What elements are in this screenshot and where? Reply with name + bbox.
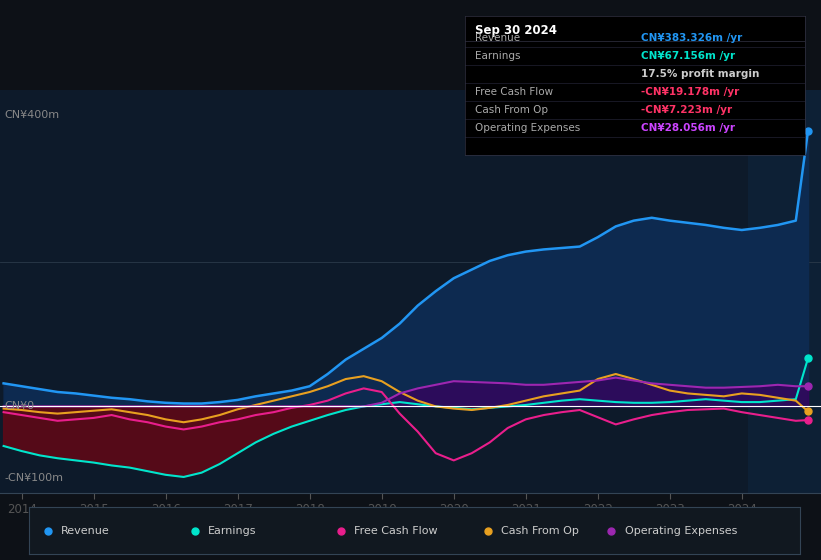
Text: Cash From Op: Cash From Op — [475, 105, 548, 115]
Text: Earnings: Earnings — [208, 526, 256, 535]
Text: Operating Expenses: Operating Expenses — [475, 123, 580, 133]
Bar — [748, 90, 821, 493]
Text: Operating Expenses: Operating Expenses — [625, 526, 737, 535]
Text: CN¥383.326m /yr: CN¥383.326m /yr — [641, 32, 743, 43]
Text: -CN¥100m: -CN¥100m — [4, 473, 63, 483]
Text: -CN¥19.178m /yr: -CN¥19.178m /yr — [641, 87, 740, 97]
Text: Earnings: Earnings — [475, 50, 521, 60]
Text: CN¥67.156m /yr: CN¥67.156m /yr — [641, 50, 736, 60]
Text: Free Cash Flow: Free Cash Flow — [475, 87, 553, 97]
Text: -CN¥7.223m /yr: -CN¥7.223m /yr — [641, 105, 732, 115]
Text: CN¥28.056m /yr: CN¥28.056m /yr — [641, 123, 736, 133]
Text: CN¥0: CN¥0 — [4, 402, 34, 412]
Text: CN¥400m: CN¥400m — [4, 110, 59, 120]
Text: Revenue: Revenue — [475, 32, 520, 43]
Text: Sep 30 2024: Sep 30 2024 — [475, 24, 557, 36]
Text: Revenue: Revenue — [61, 526, 110, 535]
Text: 17.5% profit margin: 17.5% profit margin — [641, 69, 759, 78]
Text: Cash From Op: Cash From Op — [501, 526, 579, 535]
Text: Free Cash Flow: Free Cash Flow — [355, 526, 438, 535]
